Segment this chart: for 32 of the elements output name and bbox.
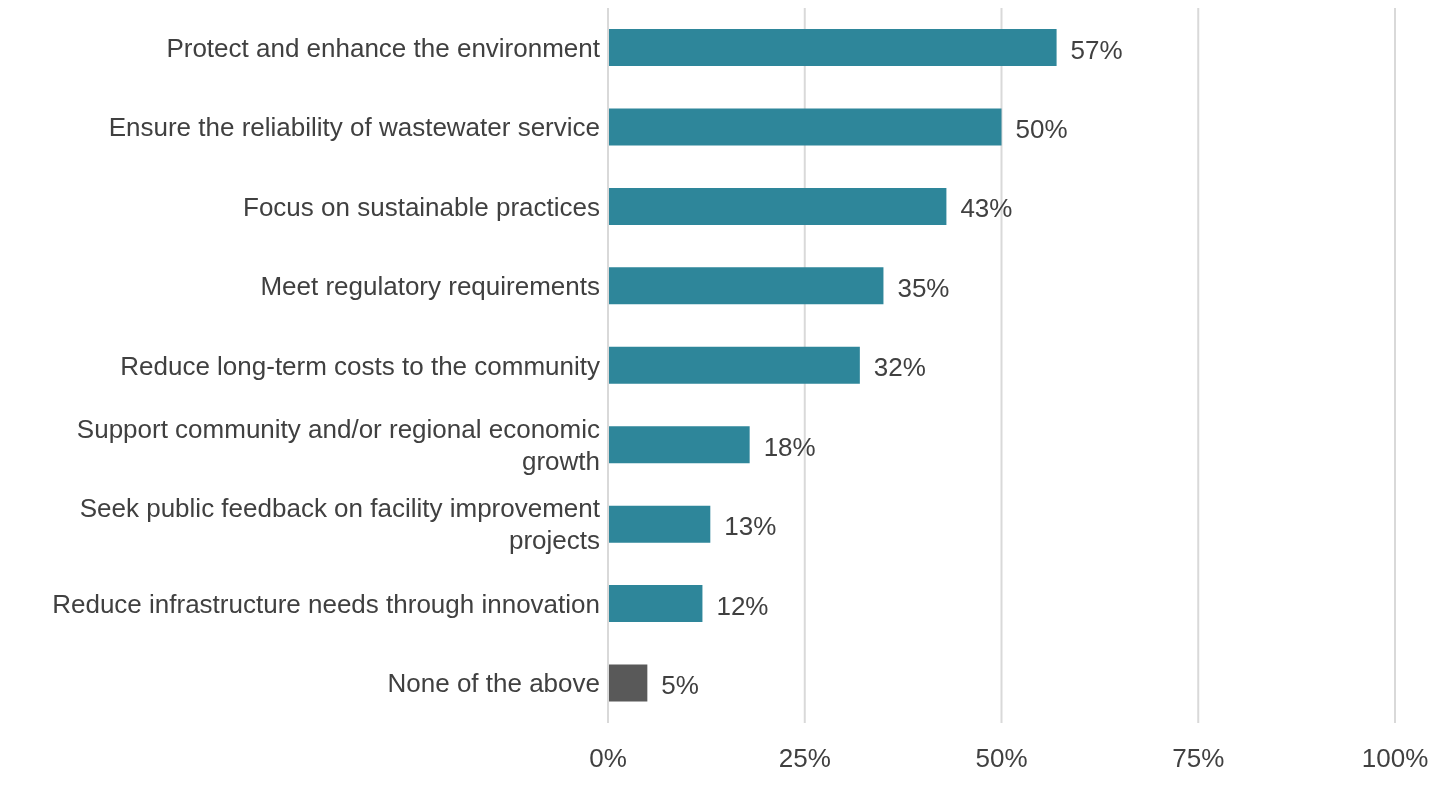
data-label: 5% (661, 670, 699, 701)
y-tick-label: Seek public feedback on facility improvement projects (79, 493, 601, 556)
y-tick-label: Reduce infrastructure needs through innovation (52, 588, 600, 619)
y-tick-label: Ensure the reliability of wastewater service (108, 112, 600, 143)
x-tick-label: 0% (589, 743, 627, 774)
x-tick-label: 25% (778, 743, 831, 774)
y-tick-label: None of the above (387, 668, 600, 699)
bar (608, 346, 860, 384)
data-label: 18% (763, 431, 816, 462)
bar (608, 585, 703, 623)
bar (608, 426, 750, 464)
data-label: 13% (724, 511, 777, 542)
data-label: 50% (1015, 113, 1068, 144)
data-label: 57% (1070, 34, 1123, 65)
data-label: 32% (873, 352, 926, 383)
data-label: 12% (716, 590, 769, 621)
bar (608, 29, 1057, 66)
x-tick-label: 50% (975, 743, 1028, 774)
y-tick-label: Focus on sustainable practices (243, 191, 600, 222)
x-tick-label: 100% (1361, 743, 1429, 774)
bar (608, 187, 947, 225)
y-tick-label: Protect and enhance the environment (166, 32, 601, 63)
bar (608, 108, 1002, 146)
data-label: 35% (897, 272, 950, 303)
bar (608, 267, 884, 305)
data-label: 43% (960, 193, 1013, 224)
bar (608, 505, 711, 543)
x-tick-label: 75% (1172, 743, 1225, 774)
y-tick-label: Reduce long-term costs to the community (120, 350, 600, 381)
y-tick-label: Meet regulatory requirements (260, 271, 600, 302)
y-tick-label: Support community and/or regional economic growth (76, 413, 600, 476)
bar (608, 664, 648, 702)
